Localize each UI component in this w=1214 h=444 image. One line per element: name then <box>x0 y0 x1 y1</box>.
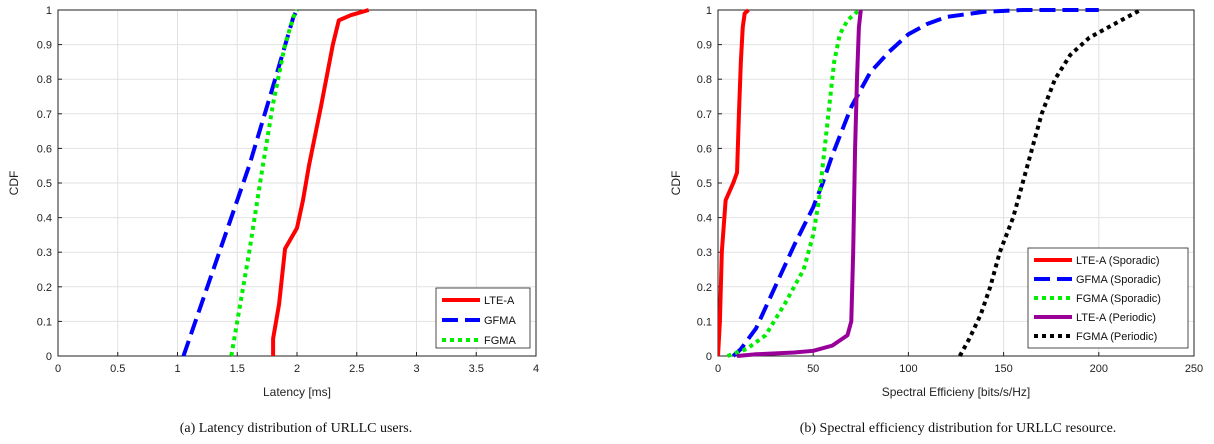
legend-label: LTE-A (Sporadic) <box>1076 255 1160 267</box>
legend-label: GFMA (Sporadic) <box>1076 274 1161 286</box>
y-tick-label: 0.8 <box>37 74 52 86</box>
x-tick-label: 1.5 <box>230 363 245 375</box>
y-tick-label: 0.1 <box>37 316 52 328</box>
legend-box <box>1027 247 1189 349</box>
y-tick-label: 0.6 <box>37 143 52 155</box>
series-line-lte-a-sporadic <box>718 8 750 357</box>
y-tick-label: 0.3 <box>37 247 52 259</box>
series-line-lte-a <box>271 8 370 356</box>
x-tick-label: 250 <box>1185 363 1203 375</box>
x-tick-label: 0 <box>55 363 61 375</box>
x-tick-label: 3 <box>413 363 419 375</box>
y-tick-label: 0.6 <box>697 143 712 155</box>
y-tick-label: 0.5 <box>697 178 712 190</box>
plot-frame <box>717 9 1195 357</box>
figure-caption: (a) Latency distribution of URLLC users. <box>180 421 413 436</box>
x-tick-label: 3.5 <box>469 363 484 375</box>
series-line-fgma-sporadic <box>726 8 862 358</box>
x-tick-label: 100 <box>899 363 917 375</box>
y-tick-label: 0.9 <box>37 40 52 52</box>
y-tick-label: 0.7 <box>37 109 52 121</box>
y-tick-label: 0.2 <box>697 282 712 294</box>
y-tick-label: 0.8 <box>697 74 712 86</box>
series-line-lte-a-periodic <box>736 9 863 358</box>
x-tick-label: 50 <box>807 363 819 375</box>
x-tick-label: 150 <box>994 363 1012 375</box>
legend: LTE-A (Sporadic) GFMA (Sporadic) FGMA (Spo… <box>1027 247 1189 349</box>
x-tick-label: 0 <box>715 363 721 375</box>
x-tick-label: 2 <box>294 363 300 375</box>
y-tick-label: 0.7 <box>697 109 712 121</box>
y-tick-label: 1 <box>46 5 52 17</box>
legend-label: GFMA <box>484 315 516 327</box>
chart-panel-b: 0 50 100 150 200 250 0 0.1 0.2 0.3 0.4 0.5 0.6 0.7 0.8… <box>669 5 1203 436</box>
legend-label: LTE-A <box>484 295 515 307</box>
x-tick-label: 2.5 <box>349 363 364 375</box>
y-tick-label: 0 <box>46 351 52 363</box>
y-tick-label: 0.4 <box>37 213 52 225</box>
y-tick-label: 0.3 <box>697 247 712 259</box>
x-axis-label: Latency [ms] <box>263 385 331 399</box>
legend-label: LTE-A (Periodic) <box>1076 312 1156 324</box>
x-axis-label: Spectral Efficieny [bits/s/Hz] <box>882 385 1031 399</box>
y-tick-label: 0.2 <box>37 282 52 294</box>
y-tick-label: 0 <box>706 351 712 363</box>
y-axis-label: CDF <box>669 171 683 196</box>
legend-label: FGMA (Sporadic) <box>1076 293 1161 305</box>
series-line-fgma-periodic <box>958 8 1142 357</box>
y-axis-label: CDF <box>7 171 21 196</box>
series-line-fgma <box>229 9 299 357</box>
chart-panel-a: 0 0.5 1 1.5 2 2.5 3 3.5 4 0 0.1 0.2 0.3 0.4 0.5 0.6 0.7 0… <box>7 5 539 436</box>
y-tick-label: 0.5 <box>37 178 52 190</box>
legend: LTE-A GFMA FGMA <box>435 287 531 349</box>
legend-label: FGMA (Periodic) <box>1076 331 1157 343</box>
y-tick-label: 0.4 <box>697 213 712 225</box>
x-tick-label: 0.5 <box>110 363 125 375</box>
x-tick-label: 4 <box>533 363 539 375</box>
y-tick-label: 0.9 <box>697 40 712 52</box>
x-tick-label: 200 <box>1090 363 1108 375</box>
y-tick-label: 1 <box>706 5 712 17</box>
x-tick-label: 1 <box>174 363 180 375</box>
figure-caption: (b) Spectral efficiency distribution for… <box>800 421 1117 436</box>
series-line-gfma-sporadic <box>731 8 1099 358</box>
y-tick-label: 0.1 <box>697 316 712 328</box>
legend-label: FGMA <box>484 335 516 347</box>
